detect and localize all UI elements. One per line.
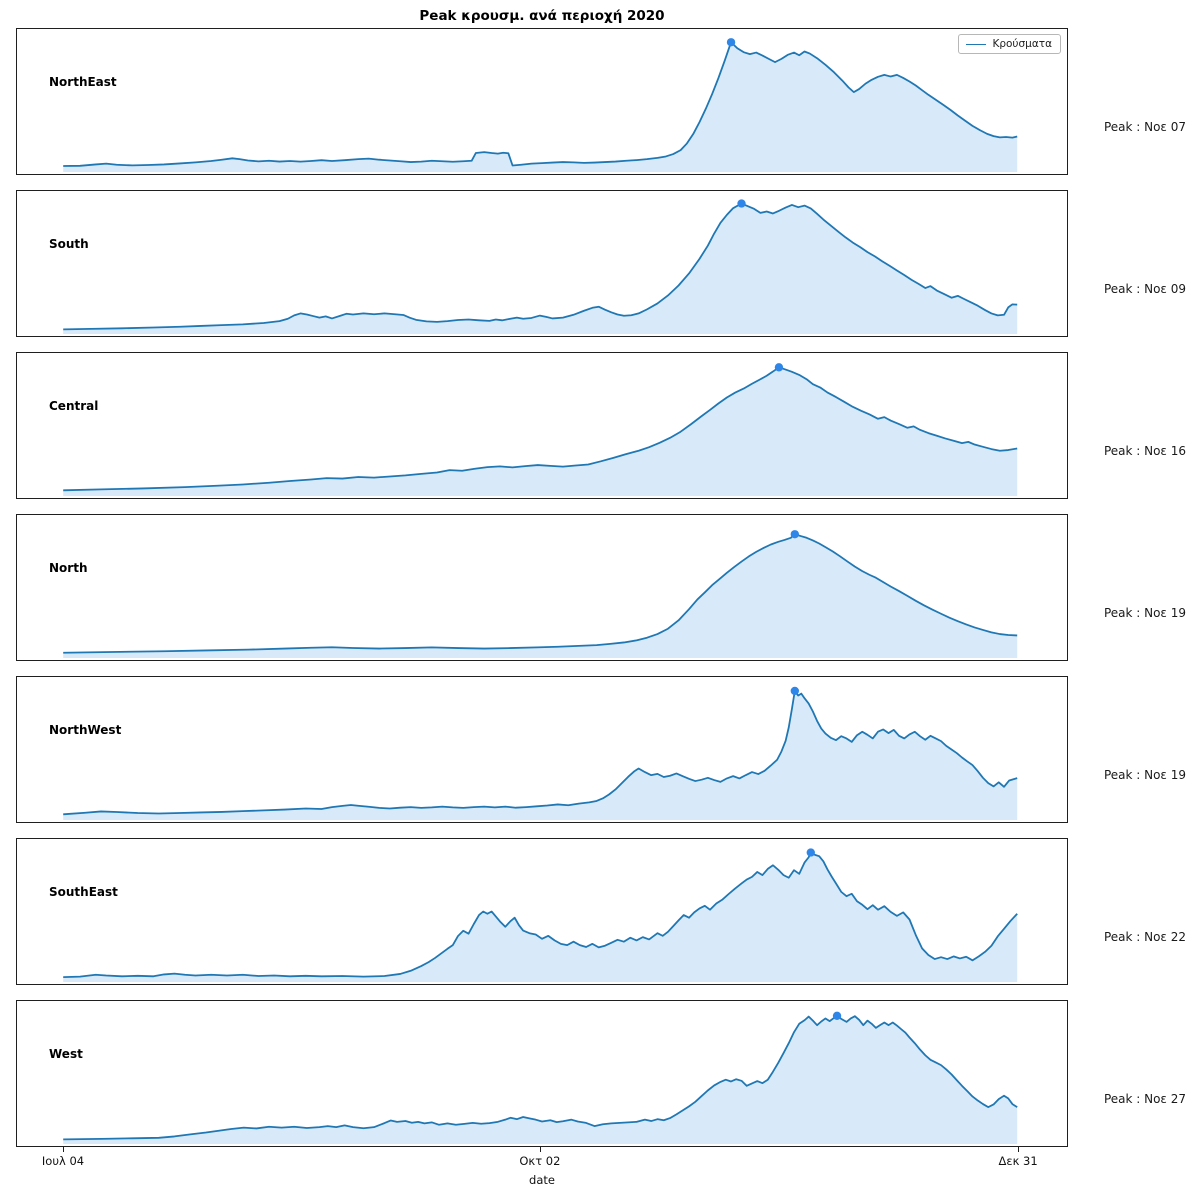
peak-annotation: Peak : Νοε 27 [1103, 1092, 1186, 1106]
peak-marker-icon [790, 530, 800, 539]
area-fill [63, 203, 1018, 335]
region-label: SouthEast [49, 885, 118, 899]
subplot-frame: SouthEast [16, 838, 1068, 985]
cases-line [63, 202, 1018, 331]
cases-line [63, 533, 1018, 654]
cases-line [63, 851, 1018, 978]
area-fill [63, 42, 1018, 173]
subplot-frame: South [16, 190, 1068, 337]
peak-annotation: Peak : Νοε 19 [1103, 606, 1186, 620]
peak-marker-icon [832, 1011, 842, 1020]
subplot-frame: North [16, 514, 1068, 661]
x-tick-label: Ιουλ 04 [41, 1154, 85, 1168]
peak-annotation: Peak : Νοε 19 [1103, 768, 1186, 782]
x-axis: date Ιουλ 04 Οκτ 02 Δεκ 31 [16, 1147, 1068, 1197]
area-chart [63, 530, 1018, 659]
legend: Κρούσματα [958, 34, 1061, 54]
cases-line [63, 1014, 1018, 1141]
cases-line [63, 690, 1018, 816]
x-tick-mark [63, 1147, 64, 1152]
area-chart [63, 1011, 1018, 1145]
peak-marker-icon [806, 848, 815, 857]
legend-label: Κρούσματα [992, 38, 1052, 50]
region-label: NorthWest [49, 723, 122, 737]
peak-marker-icon [737, 199, 746, 208]
subplot-frame: Central [16, 352, 1068, 499]
cases-line [63, 41, 1018, 167]
area-fill [63, 1015, 1018, 1145]
area-fill [63, 534, 1018, 659]
chart-panel: SouthEast Peak : Νοε 22 [0, 838, 1200, 985]
chart-panel: NorthEast Κρούσματα Peak : Νοε 07 [0, 28, 1200, 175]
peak-annotation: Peak : Νοε 09 [1103, 282, 1186, 296]
subplot-frame: West [16, 1000, 1068, 1147]
area-fill [63, 367, 1018, 497]
area-chart [63, 199, 1018, 335]
peak-annotation: Peak : Νοε 22 [1103, 930, 1186, 944]
chart-panel: South Peak : Νοε 09 [0, 190, 1200, 337]
x-tick-label: Οκτ 02 [519, 1154, 561, 1168]
subplot-frame: NorthEast Κρούσματα [16, 28, 1068, 175]
cases-line [63, 366, 1018, 492]
peak-marker-icon [774, 363, 784, 372]
x-tick-mark [539, 1147, 541, 1152]
region-label: South [49, 237, 89, 251]
peak-annotation: Peak : Νοε 16 [1103, 444, 1186, 458]
region-label: Central [49, 399, 99, 413]
area-chart [63, 686, 1018, 821]
area-chart [63, 38, 1018, 173]
peak-marker-icon [726, 38, 736, 47]
region-label: North [49, 561, 88, 575]
area-chart [63, 363, 1018, 497]
peak-marker-icon [790, 686, 800, 696]
chart-panel: West Peak : Νοε 27 [0, 1000, 1200, 1147]
x-tick-mark [1018, 1147, 1020, 1152]
chart-panel: North Peak : Νοε 19 [0, 514, 1200, 661]
subplot-frame: NorthWest [16, 676, 1068, 823]
chart-title: Peak κρουσμ. ανά περιοχή 2020 [419, 8, 665, 24]
chart-panel: Central Peak : Νοε 16 [0, 352, 1200, 499]
region-label: NorthEast [49, 75, 117, 89]
area-chart [63, 848, 1018, 983]
chart-panel: NorthWest Peak : Νοε 19 [0, 676, 1200, 823]
legend-line-icon [966, 43, 987, 45]
area-fill [63, 852, 1018, 983]
area-fill [63, 690, 1018, 821]
region-label: West [49, 1047, 83, 1061]
x-tick-label: Δεκ 31 [998, 1154, 1038, 1168]
peak-annotation: Peak : Νοε 07 [1103, 120, 1186, 134]
x-axis-title: date [529, 1173, 555, 1187]
